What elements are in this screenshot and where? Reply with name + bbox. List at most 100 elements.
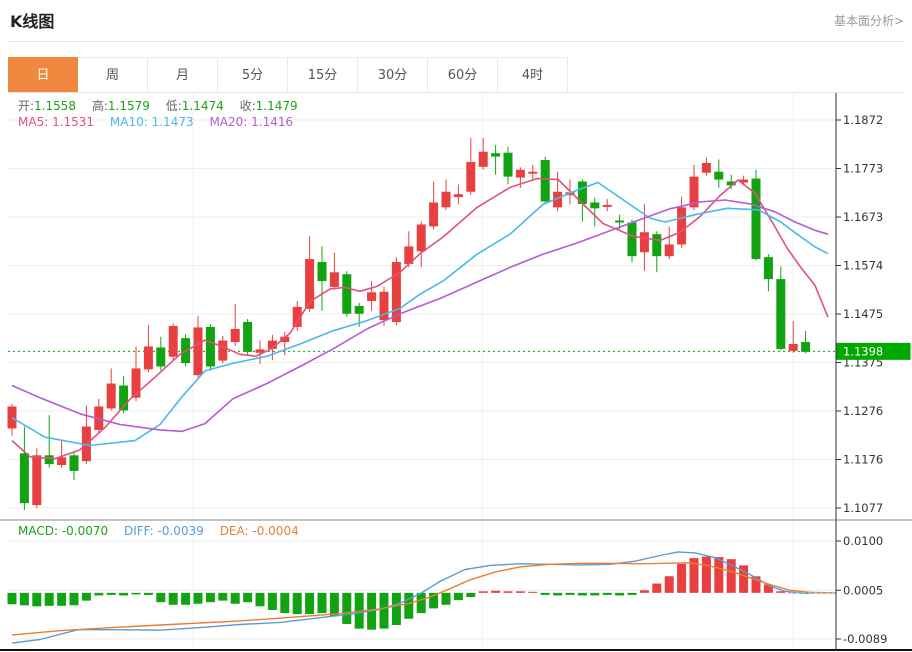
tab-30min[interactable]: 30分 [358, 57, 428, 93]
ma5-value: 1.1531 [52, 115, 95, 129]
candle-body [367, 292, 377, 302]
candle-body [466, 161, 476, 192]
candle-body [602, 204, 612, 207]
macd-bar [168, 592, 178, 605]
macd-bar [429, 592, 439, 609]
tab-15min[interactable]: 15分 [288, 57, 358, 93]
price-axis-label: 1.1077 [843, 501, 883, 515]
candle-body [503, 152, 513, 177]
candle-body [119, 385, 129, 411]
ma20-line [11, 199, 829, 433]
candle-body [255, 349, 265, 353]
price-axis-label: 1.1176 [843, 453, 883, 467]
macd-bar [776, 591, 786, 593]
macd-bar [590, 592, 600, 596]
macd-bar [81, 592, 91, 601]
candle-body [677, 207, 687, 245]
macd-bar [652, 583, 662, 593]
macd-bar [19, 592, 29, 606]
open-value: 1.1558 [34, 99, 77, 113]
diff-label: DIFF: [124, 524, 154, 538]
macd-bar [441, 592, 451, 605]
tab-60min[interactable]: 60分 [428, 57, 498, 93]
candle-body [329, 272, 339, 287]
macd-axis-label: 0.0005 [843, 583, 883, 597]
candle-body [739, 179, 749, 183]
diff-value: -0.0039 [157, 524, 204, 538]
candle-body [540, 160, 550, 202]
candle-body [19, 453, 29, 504]
high-label: 高: [91, 99, 108, 113]
candle-body [726, 181, 736, 186]
macd-bar [218, 592, 228, 601]
candle-body [689, 176, 699, 208]
macd-bar [69, 592, 79, 606]
price-axis-label: 1.1773 [843, 162, 883, 176]
candle-body [751, 178, 761, 260]
macd-bar [751, 576, 761, 593]
price-axis-label: 1.1276 [843, 404, 883, 418]
tab-5min[interactable]: 5分 [218, 57, 288, 93]
candle-body [131, 368, 141, 398]
macd-bar [466, 592, 476, 597]
macd-bar [677, 563, 687, 593]
high-value: 1.1579 [107, 99, 150, 113]
candle-body [627, 222, 637, 257]
macd-bar [602, 592, 612, 595]
page-title: K线图 [10, 12, 55, 31]
candle-body [379, 291, 389, 321]
candle-body [615, 220, 625, 223]
tab-day[interactable]: 日 [8, 57, 78, 93]
candle-body [143, 346, 153, 370]
macd-bar [689, 558, 699, 593]
tab-month[interactable]: 月 [148, 57, 218, 93]
dea-label: DEA: [219, 524, 249, 538]
macd-bar [528, 591, 538, 593]
macd-bar [305, 592, 315, 615]
candle-body [292, 306, 302, 327]
macd-bar [342, 592, 352, 624]
macd-bar [639, 590, 649, 593]
open-label: 开: [18, 99, 35, 113]
macd-bar [664, 576, 674, 593]
candle-body [106, 383, 116, 409]
candle-body [553, 191, 563, 208]
close-value: 1.1479 [255, 99, 298, 113]
candle-body [156, 347, 166, 367]
ma20-value: 1.1416 [251, 115, 294, 129]
macd-bar [131, 592, 141, 595]
macd-bar [193, 592, 203, 604]
low-value: 1.1474 [181, 99, 224, 113]
ma-legend: MA5: 1.1531 MA10: 1.1473 MA20: 1.1416 [18, 115, 305, 129]
candle-body [69, 455, 79, 471]
macd-legend: MACD: -0.0070 DIFF: -0.0039 DEA: -0.0004 [18, 524, 311, 538]
dea-line [11, 562, 837, 636]
macd-bar [391, 592, 401, 625]
macd-bar [714, 557, 724, 593]
dea-value: -0.0004 [252, 524, 299, 538]
macd-bar [565, 592, 575, 595]
candle-body [801, 342, 811, 352]
low-label: 低: [165, 99, 182, 113]
close-label: 收: [239, 99, 256, 113]
period-tab-bar: 日 周 月 5分 15分 30分 60分 4时 [8, 57, 568, 93]
current-price-tag-label: 1.1398 [843, 344, 883, 358]
macd-bar [515, 591, 525, 593]
tab-4hour[interactable]: 4时 [498, 57, 568, 93]
fundamental-analysis-link[interactable]: 基本面分析> [833, 14, 904, 28]
candle-body [205, 326, 215, 367]
candle-body [590, 202, 600, 209]
diff-line [11, 551, 836, 644]
candle-body [714, 171, 724, 180]
macd-value: -0.0070 [61, 524, 109, 538]
candle-body [441, 191, 451, 208]
macd-bar [503, 591, 513, 593]
tab-week[interactable]: 周 [78, 57, 148, 93]
current-price-tag [836, 342, 911, 360]
candle-body [243, 322, 253, 352]
macd-bar [404, 592, 414, 619]
macd-bar [379, 592, 389, 629]
macd-bar [577, 592, 587, 596]
price-axis-label: 1.1475 [843, 307, 883, 321]
